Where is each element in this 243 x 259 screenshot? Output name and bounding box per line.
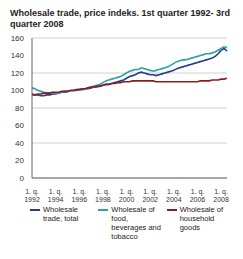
- svg-text:1. q.1998: 1. q.1998: [95, 188, 111, 202]
- svg-text:1. q.1994: 1. q.1994: [48, 188, 64, 202]
- svg-text:1. q.1996: 1. q.1996: [71, 188, 87, 202]
- svg-text:0: 0: [20, 174, 25, 183]
- svg-text:80: 80: [15, 104, 24, 113]
- svg-text:1. q.2008: 1. q.2008: [213, 188, 229, 202]
- svg-text:20: 20: [15, 156, 24, 165]
- svg-text:100: 100: [11, 86, 25, 95]
- svg-text:1. q.1992: 1. q.1992: [24, 188, 40, 202]
- html-text:Wholesale trade, price indeks.: Wholesale trade, price indeks. 1st quart…: [10, 8, 231, 29]
- svg-text:1. q.2000: 1. q.2000: [119, 188, 135, 202]
- svg-text:140: 140: [11, 51, 25, 60]
- svg-text:120: 120: [11, 69, 25, 78]
- html-text:Wholesale of food, beverages a: Wholesale of food, beverages and tobacco: [111, 205, 161, 241]
- svg-text:1. q.2004: 1. q.2004: [166, 188, 182, 202]
- svg-text:40: 40: [15, 139, 24, 148]
- html-text:Wholesale of household goods: Wholesale of household goods: [179, 205, 223, 232]
- svg-text:60: 60: [15, 121, 24, 130]
- svg-text:1. q.2002: 1. q.2002: [142, 188, 158, 202]
- html-text:Wholesale trade, total: Wholesale trade, total: [43, 205, 79, 223]
- svg-text:1. q.2006: 1. q.2006: [190, 188, 206, 202]
- svg-text:160: 160: [11, 34, 25, 43]
